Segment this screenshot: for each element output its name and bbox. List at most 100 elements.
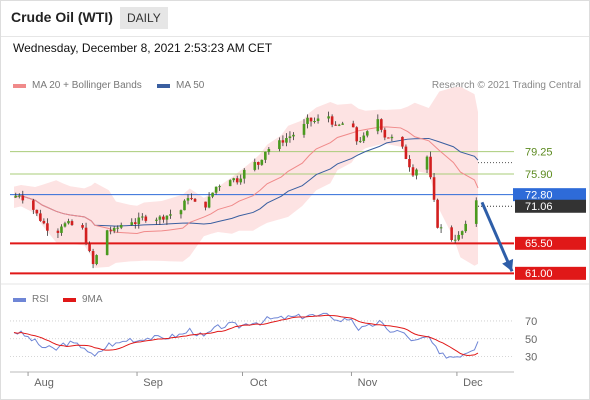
candle-body (253, 162, 257, 170)
candle-body (84, 227, 88, 244)
candle-body (32, 200, 35, 210)
candle-body (453, 239, 457, 241)
timeframe-badge[interactable]: DAILY (120, 7, 168, 29)
candle-body (351, 123, 355, 128)
candle-body (239, 178, 243, 183)
candle-body (285, 138, 288, 143)
legend-rsi-label: RSI (32, 294, 49, 305)
candle-body (70, 221, 74, 226)
bollinger-bands (14, 86, 478, 268)
candle-body (404, 146, 408, 159)
candle-body (204, 201, 207, 208)
candle-body (415, 169, 418, 176)
candle-body (242, 169, 246, 179)
candle-body (408, 158, 411, 168)
candle-body (264, 151, 267, 160)
candle-body (334, 124, 337, 126)
rsi-tick-50: 50 (525, 334, 537, 346)
candle-body (42, 220, 46, 224)
candle-body (116, 227, 119, 229)
candle-body (278, 140, 281, 150)
level-label-75.90: 75.90 (525, 169, 553, 181)
x-tick-label-oct: Oct (250, 377, 267, 389)
candle-body (63, 223, 67, 227)
level-label-71.06: 71.06 (525, 201, 553, 213)
level-label-bg-71.06 (515, 199, 586, 213)
legend-ma50: MA 50 (157, 80, 204, 91)
candle-body (105, 230, 109, 256)
x-tick-label-aug: Aug (34, 377, 54, 389)
x-axis: Aug Sep Oct Nov Dec (10, 371, 514, 389)
level-label-bg-61.00 (515, 266, 586, 280)
candle-body (67, 221, 70, 224)
legend-rsi-ma: 9MA (63, 294, 103, 305)
candle-body (457, 234, 460, 240)
copyright-text: Research © 2021 Trading Central (431, 80, 581, 91)
candle-body (91, 251, 95, 265)
candle-body (411, 167, 415, 176)
candle-body (401, 136, 404, 147)
level-label-bg-65.50 (515, 236, 586, 250)
forecast-arrow (480, 201, 514, 272)
candle-body (432, 177, 436, 200)
candle-body (158, 216, 162, 220)
candle-body (21, 195, 25, 201)
candle-body (337, 124, 341, 126)
candle-body (235, 178, 239, 183)
candle-body (17, 195, 21, 197)
legend-ma50-label: MA 50 (176, 80, 205, 91)
candle-body (133, 222, 137, 225)
chart-timestamp: Wednesday, December 8, 2021 2:53:23 AM C… (13, 41, 273, 55)
candle-body (267, 149, 271, 152)
candle-body (330, 116, 334, 125)
candle-body (232, 178, 235, 181)
rsi-ma-swatch (63, 297, 76, 302)
candle-body (425, 156, 429, 170)
candle-body (228, 180, 232, 187)
candle-body (183, 200, 186, 211)
candle-body (302, 123, 306, 135)
rsi-line (13, 312, 479, 359)
price-candles (14, 111, 478, 269)
candle-body (429, 156, 432, 178)
x-tick-label-dec: Dec (463, 377, 483, 389)
candle-body (341, 123, 344, 125)
candle-body (365, 131, 369, 136)
candle-body (88, 243, 91, 252)
ma50-swatch (157, 83, 170, 88)
header-bar: Crude Oil (WTI) DAILY (0, 0, 590, 37)
candle-body (14, 195, 18, 198)
legend-ma20: MA 20 + Bollinger Bands (13, 80, 142, 91)
candle-body (214, 186, 218, 193)
candle-body (474, 200, 478, 224)
candle-body (387, 137, 390, 139)
candle-body (186, 198, 190, 201)
candle-body (436, 199, 439, 228)
candle-body (46, 223, 49, 231)
x-tick-label-sep: Sep (143, 377, 163, 389)
legend-ma20-label: MA 20 + Bollinger Bands (32, 80, 142, 91)
candle-body (190, 198, 193, 200)
candle-body (292, 134, 295, 137)
candle-body (112, 227, 116, 231)
candle-body (306, 117, 309, 124)
candle-body (207, 196, 211, 208)
candle-body (316, 118, 320, 122)
candle-body (380, 119, 383, 130)
candle-body (109, 230, 112, 232)
candle-body (362, 135, 366, 141)
candle-body (383, 129, 387, 138)
candle-body (39, 213, 42, 221)
candle-body (460, 231, 464, 235)
candle-body (313, 121, 316, 123)
candle-body (193, 198, 197, 202)
arrow-head (502, 258, 514, 272)
candle-body (155, 219, 158, 221)
candle-body (119, 224, 123, 228)
candle-body (60, 226, 63, 233)
rsi-ma-line (13, 314, 479, 357)
candle-body (376, 119, 380, 132)
candle-body (450, 227, 453, 241)
level-label-65.50: 65.50 (525, 238, 553, 250)
